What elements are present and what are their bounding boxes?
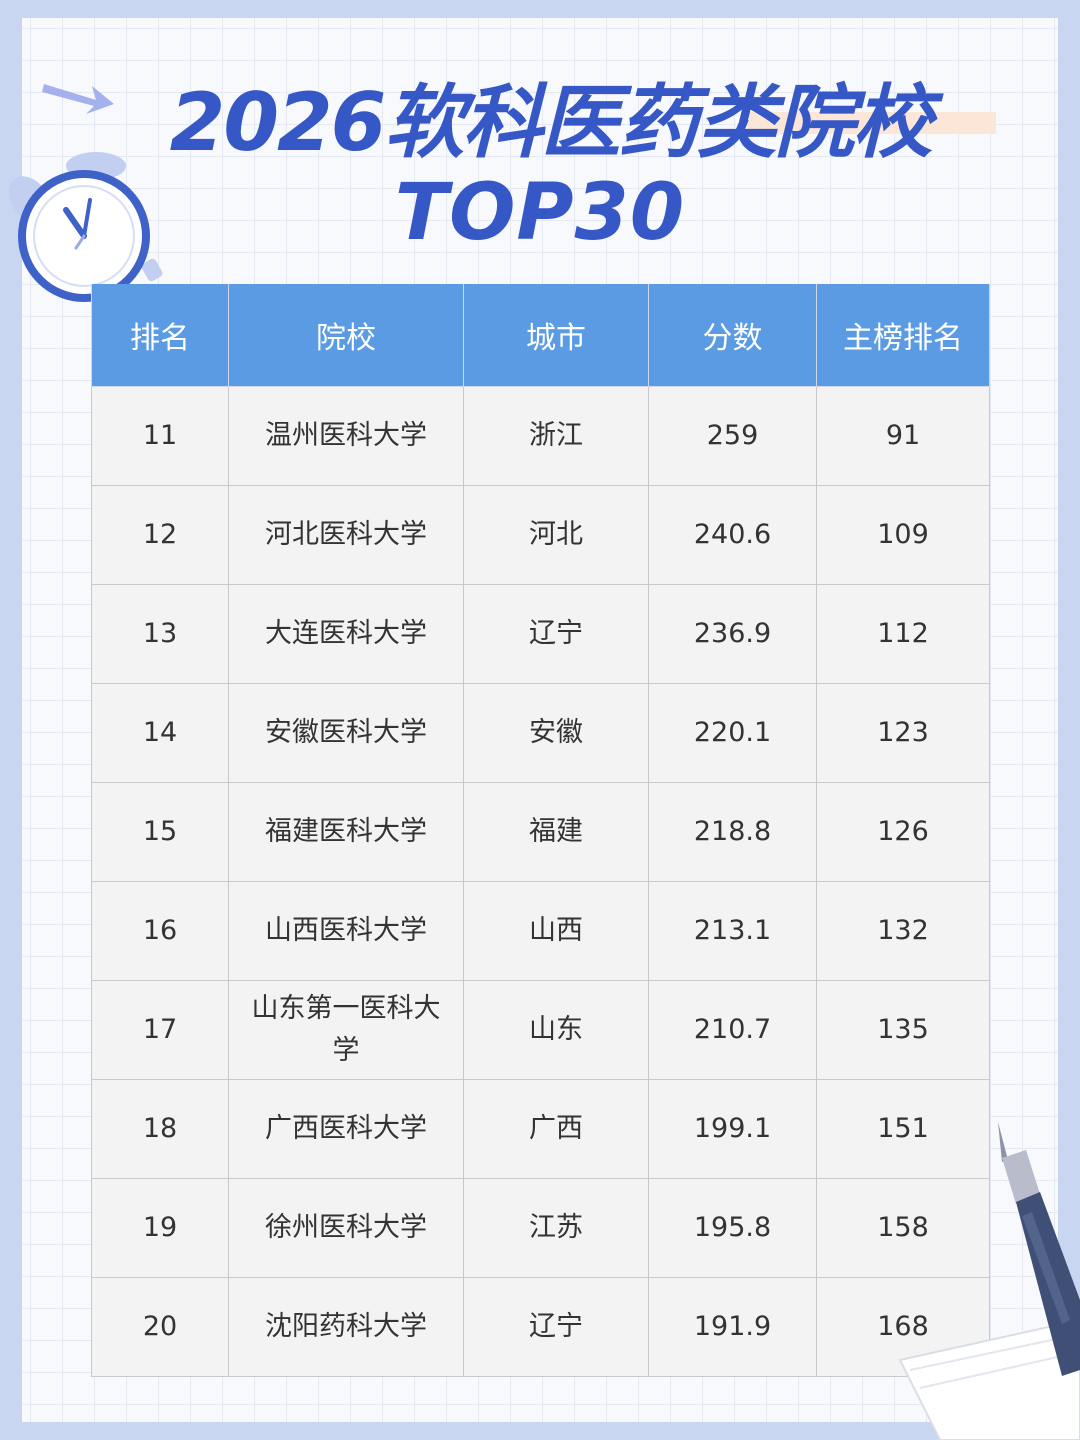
- cell-rank: 12: [91, 485, 229, 585]
- title-highlight-stroke: [748, 112, 996, 134]
- cell-school: 徐州医科大学: [228, 1178, 464, 1278]
- cell-city: 河北: [463, 485, 649, 585]
- alarm-clock-icon: [9, 152, 163, 302]
- cell-score: 236.9: [648, 584, 817, 684]
- page-title-line-2: TOP30: [394, 168, 686, 258]
- cell-city: 广西: [463, 1079, 649, 1179]
- cell-score: 240.6: [648, 485, 817, 585]
- cell-score: 199.1: [648, 1079, 817, 1179]
- cell-school: 福建医科大学: [228, 782, 464, 882]
- table-row: 11 温州医科大学 浙江 259 91: [91, 386, 990, 486]
- ranking-table: 排名 院校 城市 分数 主榜排名 11 温州医科大学 浙江 259 91 12 …: [91, 284, 990, 1377]
- table-row: 18 广西医科大学 广西 199.1 151: [91, 1079, 990, 1179]
- header-rank: 排名: [91, 284, 229, 387]
- cell-main-rank: 123: [816, 683, 990, 783]
- table-row: 20 沈阳药科大学 辽宁 191.9 168: [91, 1277, 990, 1377]
- cell-city: 辽宁: [463, 584, 649, 684]
- cell-main-rank: 112: [816, 584, 990, 684]
- table-row: 13 大连医科大学 辽宁 236.9 112: [91, 584, 990, 684]
- header-school: 院校: [228, 284, 464, 387]
- cell-score: 195.8: [648, 1178, 817, 1278]
- cell-rank: 20: [91, 1277, 229, 1377]
- cell-school: 大连医科大学: [228, 584, 464, 684]
- cell-rank: 17: [91, 980, 229, 1080]
- cell-main-rank: 135: [816, 980, 990, 1080]
- cell-score: 259: [648, 386, 817, 486]
- cell-school: 河北医科大学: [228, 485, 464, 585]
- header-score: 分数: [648, 284, 817, 387]
- page-title-line-1: 2026软科医药类院校: [169, 76, 933, 169]
- cell-rank: 18: [91, 1079, 229, 1179]
- cell-city: 福建: [463, 782, 649, 882]
- cell-school: 安徽医科大学: [228, 683, 464, 783]
- table-row: 15 福建医科大学 福建 218.8 126: [91, 782, 990, 882]
- cell-score: 218.8: [648, 782, 817, 882]
- cell-school: 广西医科大学: [228, 1079, 464, 1179]
- cell-city: 辽宁: [463, 1277, 649, 1377]
- cell-main-rank: 158: [816, 1178, 990, 1278]
- cell-rank: 19: [91, 1178, 229, 1278]
- cell-rank: 13: [91, 584, 229, 684]
- cell-city: 山西: [463, 881, 649, 981]
- cell-city: 浙江: [463, 386, 649, 486]
- cell-city: 安徽: [463, 683, 649, 783]
- cell-main-rank: 109: [816, 485, 990, 585]
- table-row: 14 安徽医科大学 安徽 220.1 123: [91, 683, 990, 783]
- cell-rank: 14: [91, 683, 229, 783]
- table-row: 12 河北医科大学 河北 240.6 109: [91, 485, 990, 585]
- cell-city: 江苏: [463, 1178, 649, 1278]
- table-row: 17 山东第一医科大学 山东 210.7 135: [91, 980, 990, 1080]
- cell-score: 213.1: [648, 881, 817, 981]
- cell-main-rank: 151: [816, 1079, 990, 1179]
- cell-school: 山东第一医科大学: [228, 980, 464, 1080]
- cell-main-rank: 91: [816, 386, 990, 486]
- cell-rank: 15: [91, 782, 229, 882]
- cell-school: 沈阳药科大学: [228, 1277, 464, 1377]
- cell-score: 210.7: [648, 980, 817, 1080]
- cell-city: 山东: [463, 980, 649, 1080]
- cell-school: 温州医科大学: [228, 386, 464, 486]
- cell-score: 220.1: [648, 683, 817, 783]
- table-row: 16 山西医科大学 山西 213.1 132: [91, 881, 990, 981]
- cell-school: 山西医科大学: [228, 881, 464, 981]
- header-main-rank: 主榜排名: [816, 284, 990, 387]
- arrow-right-icon: [42, 84, 114, 114]
- cell-main-rank: 126: [816, 782, 990, 882]
- cell-rank: 16: [91, 881, 229, 981]
- fountain-pen-icon: [898, 1122, 1080, 1440]
- cell-rank: 11: [91, 386, 229, 486]
- table-row: 19 徐州医科大学 江苏 195.8 158: [91, 1178, 990, 1278]
- cell-main-rank: 132: [816, 881, 990, 981]
- cell-score: 191.9: [648, 1277, 817, 1377]
- header-city: 城市: [463, 284, 649, 387]
- table-header-row: 排名 院校 城市 分数 主榜排名: [91, 284, 990, 387]
